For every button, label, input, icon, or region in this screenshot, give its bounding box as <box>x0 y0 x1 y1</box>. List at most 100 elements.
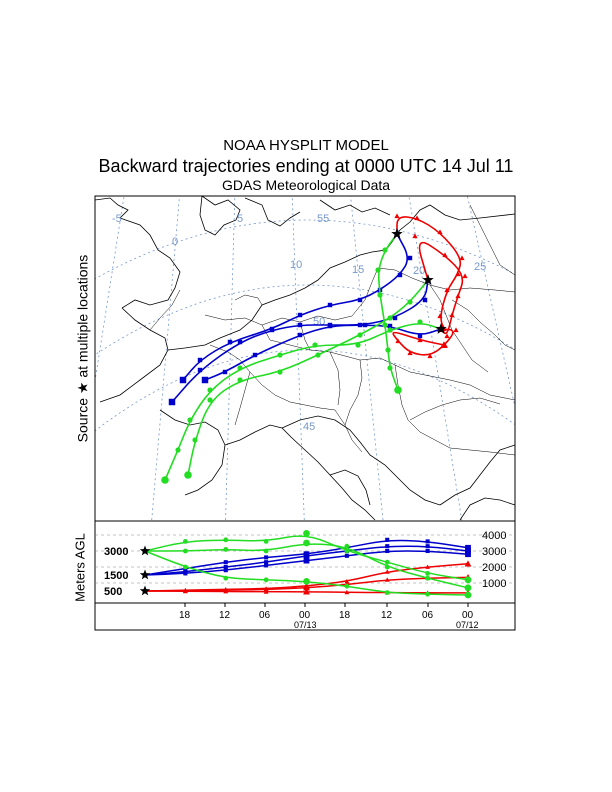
lon-label-2: 10 <box>290 259 302 271</box>
profile-marker-blue <box>303 552 310 559</box>
profile-marker-green <box>182 548 188 554</box>
chart-subtitle: GDAS Meteorological Data <box>221 177 391 193</box>
profile-marker-green <box>223 575 229 581</box>
trajectory-marker-blue <box>387 323 393 329</box>
profile-marker-red <box>303 588 310 595</box>
trajectory-marker-green <box>237 377 243 383</box>
profile-marker-red <box>384 569 390 574</box>
trajectory-marker-blue <box>252 352 258 358</box>
profile-marker-blue <box>264 555 269 560</box>
right-axis-label-2000: 2000 <box>482 562 506 574</box>
trajectory-marker-red <box>444 333 450 339</box>
trajectory-marker-blue <box>168 398 176 406</box>
trajectory-marker-green <box>394 386 402 394</box>
trajectory-marker-green <box>207 387 213 393</box>
coastline-11 <box>439 444 515 506</box>
profile-marker-blue <box>465 544 471 551</box>
trajectory-marker-blue <box>327 302 333 308</box>
trajectory-green-8 <box>161 319 442 484</box>
border-8 <box>344 359 363 426</box>
profile-marker-green <box>464 576 472 584</box>
profile-marker-blue <box>303 557 310 564</box>
trajectory-line-green <box>164 323 442 481</box>
profile-marker-green <box>384 559 390 565</box>
parallel-0 <box>95 219 515 280</box>
trajectory-marker-red <box>395 338 401 344</box>
right-axis-label-1000: 1000 <box>482 578 506 590</box>
coastline-1 <box>99 307 169 403</box>
meridian-4 <box>350 196 384 521</box>
border-9 <box>394 364 436 441</box>
source-star-1 <box>422 274 434 285</box>
trajectory-marker-blue <box>297 332 303 338</box>
trajectory-marker-green <box>382 322 388 328</box>
trajectory-marker-green <box>382 247 388 253</box>
trajectory-marker-red <box>455 293 461 299</box>
profile-marker-blue <box>425 539 430 544</box>
border-18 <box>469 204 515 276</box>
trajectory-green-6 <box>375 233 402 394</box>
profile-marker-green <box>182 539 188 544</box>
trajectory-marker-red <box>455 271 461 277</box>
profile-line-green <box>144 535 469 581</box>
profile-marker-green <box>263 548 269 554</box>
right-axis-label-4000: 4000 <box>482 530 506 542</box>
profile-marker-blue <box>385 537 390 542</box>
profile-marker-green <box>303 578 310 585</box>
lon-label-4: 20 <box>413 265 425 277</box>
profile-marker-blue <box>425 544 430 549</box>
trajectory-line-blue <box>182 233 408 381</box>
trajectory-marker-green <box>417 319 423 325</box>
trajectory-marker-blue <box>237 339 243 345</box>
coastline-7 <box>159 409 226 496</box>
meridian-3 <box>291 196 305 521</box>
left-axis-label-1500: 1500 <box>104 570 128 582</box>
trajectory-line-green <box>187 279 429 476</box>
profile-marker-green <box>464 584 472 592</box>
trajectory-marker-green <box>387 327 393 333</box>
profile-marker-green <box>303 530 310 537</box>
trajectory-marker-red <box>417 337 423 343</box>
profile-marker-red <box>425 564 431 569</box>
profile-line-green <box>144 550 469 596</box>
meridian-2 <box>225 196 236 521</box>
border-0 <box>204 314 271 341</box>
profile-marker-red <box>303 584 310 591</box>
trajectory-green-7 <box>184 279 429 479</box>
profile-marker-green <box>464 591 472 599</box>
trajectory-marker-blue <box>197 357 203 363</box>
trajectory-marker-blue <box>357 297 363 303</box>
meridian-5 <box>408 196 463 521</box>
profile-marker-blue <box>264 560 269 565</box>
right-axis-label-3000: 3000 <box>482 546 506 558</box>
time-tick-label-1: 12 <box>219 610 231 621</box>
trajectory-marker-red <box>453 327 459 333</box>
profile-marker-green <box>344 548 350 554</box>
profile-marker-blue <box>223 560 228 565</box>
trajectory-marker-green <box>407 299 413 305</box>
lon-label-5deg: 5 <box>237 213 243 225</box>
profile-marker-green <box>263 539 269 544</box>
trajectory-marker-green <box>315 352 321 358</box>
border-17 <box>149 289 181 331</box>
trajectory-marker-blue <box>222 369 228 375</box>
coastline-10 <box>329 469 371 506</box>
trajectory-marker-green <box>237 365 243 371</box>
coastline-8 <box>224 424 376 521</box>
trajectory-marker-green <box>277 369 283 375</box>
left-axis-label-3000: 3000 <box>104 546 128 558</box>
profile-marker-blue <box>223 568 228 573</box>
profile-line-blue <box>144 539 469 576</box>
trajectory-marker-blue <box>197 367 203 373</box>
trajectory-marker-green <box>192 437 198 443</box>
border-13 <box>451 299 515 351</box>
border-11 <box>434 439 515 456</box>
date-label-0713: 07/13 <box>294 620 317 630</box>
profile-marker-blue <box>344 553 349 558</box>
trajectory-line-red <box>392 328 454 356</box>
profile-marker-green <box>223 547 229 552</box>
profile-lines <box>144 530 472 599</box>
profile-line-blue <box>144 550 469 576</box>
profile-marker-blue <box>183 571 188 576</box>
profile-marker-blue <box>465 551 471 558</box>
